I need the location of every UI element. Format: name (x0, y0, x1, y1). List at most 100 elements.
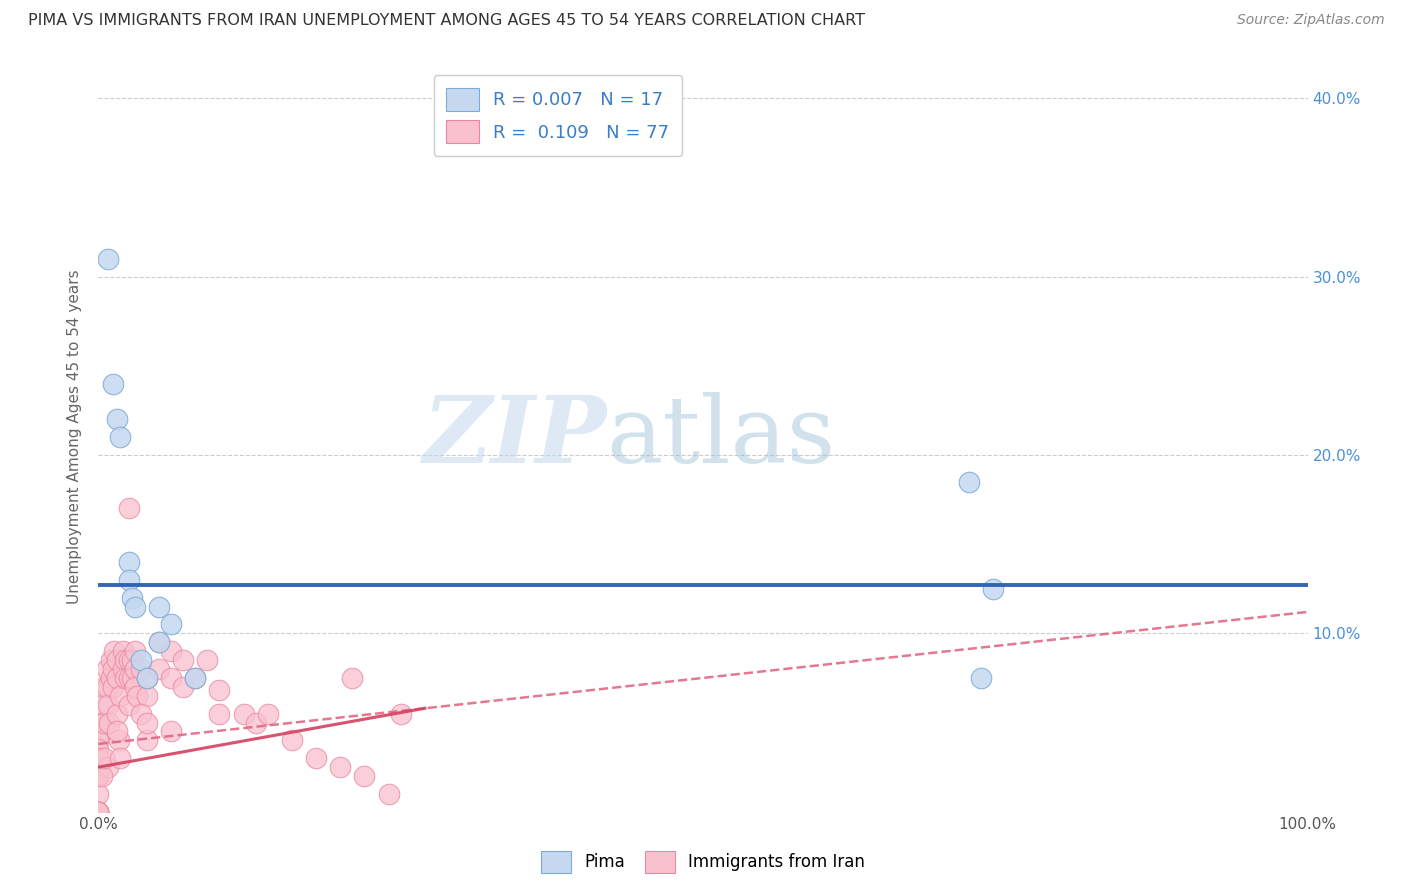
Point (256, 706, 278, 721)
Point (208, 683, 231, 698)
Point (93, 680, 115, 694)
Legend: R = 0.007   N = 17, R =  0.109   N = 77: R = 0.007 N = 17, R = 0.109 N = 77 (433, 75, 682, 156)
Point (160, 724, 183, 739)
Point (103, 644, 125, 658)
Point (105, 412, 128, 426)
Point (195, 653, 218, 667)
Point (129, 662, 152, 676)
Point (377, 787, 399, 801)
Text: Source: ZipAtlas.com: Source: ZipAtlas.com (1237, 13, 1385, 28)
Point (87, 715, 110, 730)
Point (160, 671, 183, 685)
Point (148, 599, 170, 614)
Point (160, 644, 183, 658)
Point (148, 635, 170, 649)
Point (97, 760, 120, 774)
Point (87, 787, 110, 801)
Point (172, 680, 194, 694)
Point (87, 715, 110, 730)
Point (108, 733, 131, 747)
Point (245, 715, 267, 730)
Point (118, 501, 141, 516)
Point (129, 653, 152, 667)
Point (127, 689, 149, 703)
Point (87, 769, 110, 783)
Text: atlas: atlas (606, 392, 835, 482)
Point (118, 573, 141, 587)
Point (87, 769, 110, 783)
Point (108, 751, 131, 765)
Point (135, 671, 157, 685)
Point (108, 430, 131, 444)
Point (957, 475, 980, 489)
Point (93, 715, 115, 730)
Point (121, 671, 143, 685)
Point (98, 715, 121, 730)
Point (87, 805, 110, 819)
Point (160, 617, 183, 632)
Point (87, 733, 110, 747)
Point (87, 805, 110, 819)
Point (93, 751, 115, 765)
Point (129, 706, 152, 721)
Point (111, 644, 134, 658)
Point (97, 698, 120, 712)
Point (184, 671, 207, 685)
Point (114, 671, 136, 685)
Point (148, 662, 170, 676)
Point (281, 733, 304, 747)
Point (87, 751, 110, 765)
Point (135, 671, 157, 685)
Point (121, 653, 143, 667)
Point (124, 599, 146, 614)
Point (101, 680, 124, 694)
Point (105, 653, 128, 667)
Legend: Pima, Immigrants from Iran: Pima, Immigrants from Iran (534, 845, 872, 880)
Point (118, 653, 141, 667)
Point (389, 706, 412, 721)
Point (124, 644, 146, 658)
Point (135, 733, 157, 747)
Point (329, 760, 352, 774)
Point (101, 376, 124, 391)
Point (96, 680, 118, 694)
Point (87, 805, 110, 819)
Point (184, 671, 207, 685)
Point (135, 689, 157, 703)
Point (87, 805, 110, 819)
Point (121, 591, 143, 605)
Point (87, 742, 110, 756)
Point (305, 751, 328, 765)
Point (118, 698, 141, 712)
Point (105, 671, 128, 685)
Point (111, 662, 134, 676)
Point (981, 582, 1004, 596)
Point (97, 252, 120, 266)
Point (118, 671, 141, 685)
Point (93, 698, 115, 712)
Point (91, 769, 114, 783)
Point (172, 653, 194, 667)
Point (148, 635, 170, 649)
Point (108, 689, 131, 703)
Point (100, 653, 122, 667)
Point (87, 733, 110, 747)
Y-axis label: Unemployment Among Ages 45 to 54 years: Unemployment Among Ages 45 to 54 years (67, 269, 83, 605)
Point (96, 662, 118, 676)
Point (118, 555, 141, 569)
Point (970, 671, 993, 685)
Point (124, 680, 146, 694)
Point (87, 805, 110, 819)
Point (353, 769, 375, 783)
Point (208, 706, 231, 721)
Point (101, 662, 124, 676)
Point (342, 671, 364, 685)
Point (232, 706, 254, 721)
Point (100, 671, 122, 685)
Point (105, 724, 128, 739)
Point (124, 662, 146, 676)
Text: PIMA VS IMMIGRANTS FROM IRAN UNEMPLOYMENT AMONG AGES 45 TO 54 YEARS CORRELATION : PIMA VS IMMIGRANTS FROM IRAN UNEMPLOYMEN… (28, 13, 865, 29)
Point (114, 653, 136, 667)
Point (105, 706, 128, 721)
Point (135, 715, 157, 730)
